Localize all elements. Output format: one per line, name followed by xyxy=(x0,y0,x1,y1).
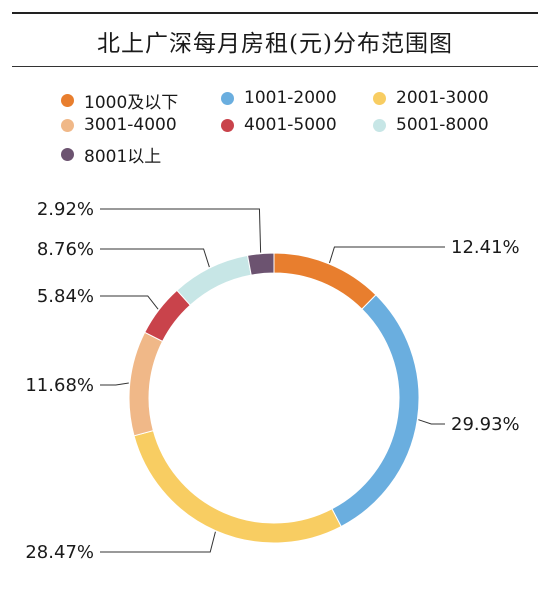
data-label-4: 5.84% xyxy=(37,286,94,307)
legend-label: 4001-5000 xyxy=(244,115,337,135)
legend-item-8001-and-above: 8001以上 xyxy=(61,142,161,167)
legend-label: 8001以上 xyxy=(84,147,162,167)
legend-label: 5001-8000 xyxy=(396,115,489,135)
leader-line-6 xyxy=(100,208,262,253)
leader-line-3 xyxy=(100,382,129,386)
title-top-rule xyxy=(12,12,538,14)
leader-line-1 xyxy=(418,419,445,425)
leader-line-4 xyxy=(100,295,159,310)
legend-label: 2001-3000 xyxy=(396,88,489,108)
legend-item-5001-8000: 5001-8000 xyxy=(373,115,489,135)
legend-swatch-1000-and-below xyxy=(61,94,74,107)
chart-title: 北上广深每月房租(元)分布范围图 xyxy=(97,31,453,57)
title-bottom-rule xyxy=(12,66,538,67)
leader-line-0 xyxy=(329,246,445,264)
legend-swatch-5001-8000 xyxy=(373,118,386,132)
legend-item-3001-4000: 3001-4000 xyxy=(61,115,177,135)
leader-line-5 xyxy=(100,248,210,268)
legend-item-1000-and-below: 1000及以下 xyxy=(61,88,178,113)
donut-slice-5 xyxy=(176,254,252,306)
legend-item-2001-3000: 2001-3000 xyxy=(373,88,489,108)
legend-swatch-3001-4000 xyxy=(61,118,74,132)
legend-label: 3001-4000 xyxy=(84,115,177,135)
legend-swatch-2001-3000 xyxy=(373,91,386,105)
donut-slice-2 xyxy=(133,429,342,544)
legend-item-4001-5000: 4001-5000 xyxy=(221,115,337,135)
legend-label: 1000及以下 xyxy=(84,93,179,113)
legend-swatch-1001-2000 xyxy=(221,91,234,105)
legend-swatch-8001-and-above xyxy=(61,148,74,161)
leader-line-2 xyxy=(100,531,216,553)
data-label-6: 2.92% xyxy=(37,199,94,220)
donut-slice-3 xyxy=(128,331,164,437)
legend-label: 1001-2000 xyxy=(244,88,337,108)
chart-legend: 1000及以下 1001-2000 2001-3000 3001-4000 40… xyxy=(0,0,550,170)
donut-slice-1 xyxy=(331,294,420,528)
legend-swatch-4001-5000 xyxy=(221,118,234,132)
legend-item-1001-2000: 1001-2000 xyxy=(221,88,337,108)
data-label-5: 8.76% xyxy=(37,239,94,260)
data-label-1: 29.93% xyxy=(451,414,520,435)
donut-slice-0 xyxy=(273,252,377,310)
donut-slice-6 xyxy=(246,252,275,276)
data-label-0: 12.41% xyxy=(451,237,520,258)
data-label-2: 28.47% xyxy=(25,542,94,563)
data-label-3: 11.68% xyxy=(25,375,94,396)
